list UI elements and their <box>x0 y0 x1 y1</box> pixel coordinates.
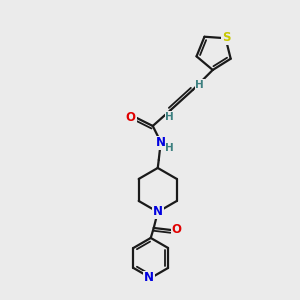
Text: N: N <box>156 136 166 149</box>
Text: S: S <box>222 31 231 44</box>
Text: H: H <box>165 112 174 122</box>
Text: H: H <box>165 143 174 153</box>
Text: N: N <box>153 206 163 218</box>
Text: N: N <box>144 272 154 284</box>
Text: O: O <box>172 224 182 236</box>
Text: H: H <box>195 80 204 90</box>
Text: O: O <box>126 112 136 124</box>
